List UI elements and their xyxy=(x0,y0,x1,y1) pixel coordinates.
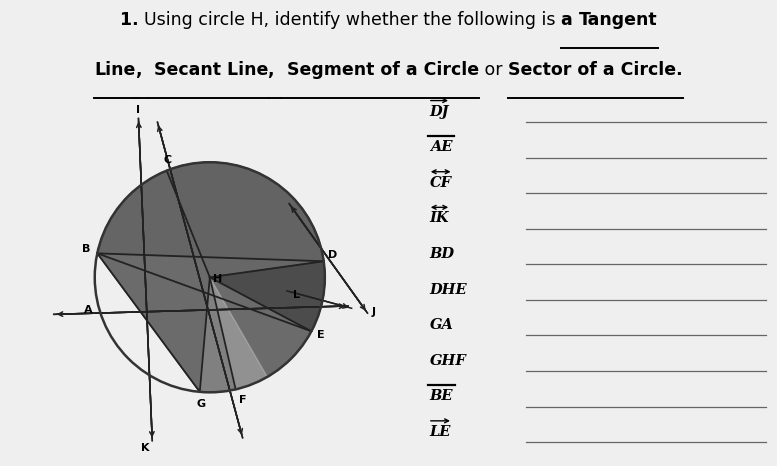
Text: C: C xyxy=(163,155,172,164)
Text: DJ: DJ xyxy=(430,104,449,119)
Text: GA: GA xyxy=(430,318,454,332)
Polygon shape xyxy=(97,162,324,261)
Text: BE: BE xyxy=(430,389,453,403)
Text: L: L xyxy=(293,290,300,300)
Text: Secant Line: Secant Line xyxy=(148,61,269,79)
Text: GHF: GHF xyxy=(430,354,466,368)
Text: DHE: DHE xyxy=(430,282,467,296)
Text: or: or xyxy=(479,61,508,79)
Text: Segment of a Circle: Segment of a Circle xyxy=(281,61,479,79)
Text: H: H xyxy=(213,274,222,284)
Text: Line: Line xyxy=(94,61,136,79)
Text: IK: IK xyxy=(430,212,449,226)
Text: Sector of a Circle.: Sector of a Circle. xyxy=(508,61,683,79)
Text: G: G xyxy=(197,399,205,409)
Text: J: J xyxy=(372,308,376,317)
Text: K: K xyxy=(141,443,149,453)
Polygon shape xyxy=(200,277,235,392)
Text: F: F xyxy=(239,395,246,405)
Text: D: D xyxy=(329,250,337,260)
Text: A: A xyxy=(84,305,92,315)
Polygon shape xyxy=(210,261,325,331)
Text: LE: LE xyxy=(430,425,451,439)
Polygon shape xyxy=(97,162,325,392)
Text: a: a xyxy=(561,11,579,29)
Text: ,: , xyxy=(269,61,281,79)
Text: 1.: 1. xyxy=(120,11,144,29)
Text: I: I xyxy=(136,105,140,115)
Text: E: E xyxy=(317,330,325,340)
Polygon shape xyxy=(167,162,324,277)
Text: BD: BD xyxy=(430,247,455,261)
Polygon shape xyxy=(210,277,267,390)
Text: CF: CF xyxy=(430,176,451,190)
Text: B: B xyxy=(82,244,91,254)
Text: Using circle H, identify whether the following is: Using circle H, identify whether the fol… xyxy=(144,11,561,29)
Text: AE: AE xyxy=(430,140,452,154)
Text: ,: , xyxy=(136,61,148,79)
Text: Tangent: Tangent xyxy=(579,11,657,29)
